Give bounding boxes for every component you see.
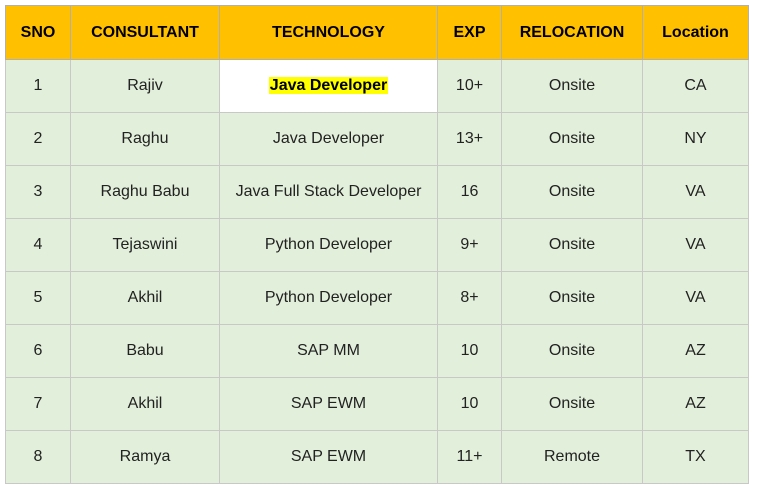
cell-exp: 10 bbox=[437, 377, 502, 431]
header-row: SNO CONSULTANT TECHNOLOGY EXP RELOCATION… bbox=[5, 5, 749, 60]
cell-relocation: Onsite bbox=[501, 324, 643, 378]
table-row: 4 Tejaswini Python Developer 9+ Onsite V… bbox=[5, 218, 749, 272]
cell-exp: 9+ bbox=[437, 218, 502, 272]
cell-technology: Java Developer bbox=[219, 112, 438, 166]
header-consultant: CONSULTANT bbox=[70, 5, 220, 60]
header-technology: TECHNOLOGY bbox=[219, 5, 438, 60]
cell-consultant: Raghu Babu bbox=[70, 165, 220, 219]
cell-relocation: Onsite bbox=[501, 59, 643, 113]
cell-location: TX bbox=[642, 430, 749, 484]
cell-consultant: Akhil bbox=[70, 271, 220, 325]
table-row: 1 Rajiv Java Developer 10+ Onsite CA bbox=[5, 59, 749, 113]
cell-sno: 2 bbox=[5, 112, 71, 166]
highlighted-text: Java Developer bbox=[268, 77, 389, 94]
cell-location: VA bbox=[642, 165, 749, 219]
cell-sno: 8 bbox=[5, 430, 71, 484]
cell-exp: 10 bbox=[437, 324, 502, 378]
cell-consultant: Tejaswini bbox=[70, 218, 220, 272]
cell-location: VA bbox=[642, 218, 749, 272]
cell-exp: 13+ bbox=[437, 112, 502, 166]
cell-technology: Python Developer bbox=[219, 271, 438, 325]
cell-technology-selected[interactable]: Java Developer bbox=[219, 59, 438, 113]
header-location: Location bbox=[642, 5, 749, 60]
cell-sno: 7 bbox=[5, 377, 71, 431]
cell-sno: 3 bbox=[5, 165, 71, 219]
cell-consultant: Rajiv bbox=[70, 59, 220, 113]
cell-relocation: Onsite bbox=[501, 112, 643, 166]
consultant-table: SNO CONSULTANT TECHNOLOGY EXP RELOCATION… bbox=[5, 5, 749, 484]
header-exp: EXP bbox=[437, 5, 502, 60]
table-row: 2 Raghu Java Developer 13+ Onsite NY bbox=[5, 112, 749, 166]
cell-technology: SAP EWM bbox=[219, 430, 438, 484]
cell-exp: 11+ bbox=[437, 430, 502, 484]
table-row: 8 Ramya SAP EWM 11+ Remote TX bbox=[5, 430, 749, 484]
cell-relocation: Onsite bbox=[501, 377, 643, 431]
cell-technology: SAP EWM bbox=[219, 377, 438, 431]
cell-location: VA bbox=[642, 271, 749, 325]
cell-relocation: Onsite bbox=[501, 271, 643, 325]
cell-exp: 10+ bbox=[437, 59, 502, 113]
table-row: 6 Babu SAP MM 10 Onsite AZ bbox=[5, 324, 749, 378]
cell-consultant: Ramya bbox=[70, 430, 220, 484]
consultant-table-container: SNO CONSULTANT TECHNOLOGY EXP RELOCATION… bbox=[5, 5, 749, 484]
cell-consultant: Akhil bbox=[70, 377, 220, 431]
cell-consultant: Raghu bbox=[70, 112, 220, 166]
header-relocation: RELOCATION bbox=[501, 5, 643, 60]
cell-sno: 5 bbox=[5, 271, 71, 325]
cell-location: AZ bbox=[642, 377, 749, 431]
cell-location: CA bbox=[642, 59, 749, 113]
cell-consultant: Babu bbox=[70, 324, 220, 378]
cell-technology: SAP MM bbox=[219, 324, 438, 378]
cell-relocation: Onsite bbox=[501, 165, 643, 219]
table-row: 7 Akhil SAP EWM 10 Onsite AZ bbox=[5, 377, 749, 431]
cell-technology: Java Full Stack Developer bbox=[219, 165, 438, 219]
cell-exp: 16 bbox=[437, 165, 502, 219]
cell-technology: Python Developer bbox=[219, 218, 438, 272]
cell-location: NY bbox=[642, 112, 749, 166]
cell-relocation: Remote bbox=[501, 430, 643, 484]
cell-sno: 6 bbox=[5, 324, 71, 378]
table-row: 5 Akhil Python Developer 8+ Onsite VA bbox=[5, 271, 749, 325]
cell-relocation: Onsite bbox=[501, 218, 643, 272]
cell-exp: 8+ bbox=[437, 271, 502, 325]
cell-location: AZ bbox=[642, 324, 749, 378]
cell-sno: 4 bbox=[5, 218, 71, 272]
cell-sno: 1 bbox=[5, 59, 71, 113]
header-sno: SNO bbox=[5, 5, 71, 60]
table-row: 3 Raghu Babu Java Full Stack Developer 1… bbox=[5, 165, 749, 219]
